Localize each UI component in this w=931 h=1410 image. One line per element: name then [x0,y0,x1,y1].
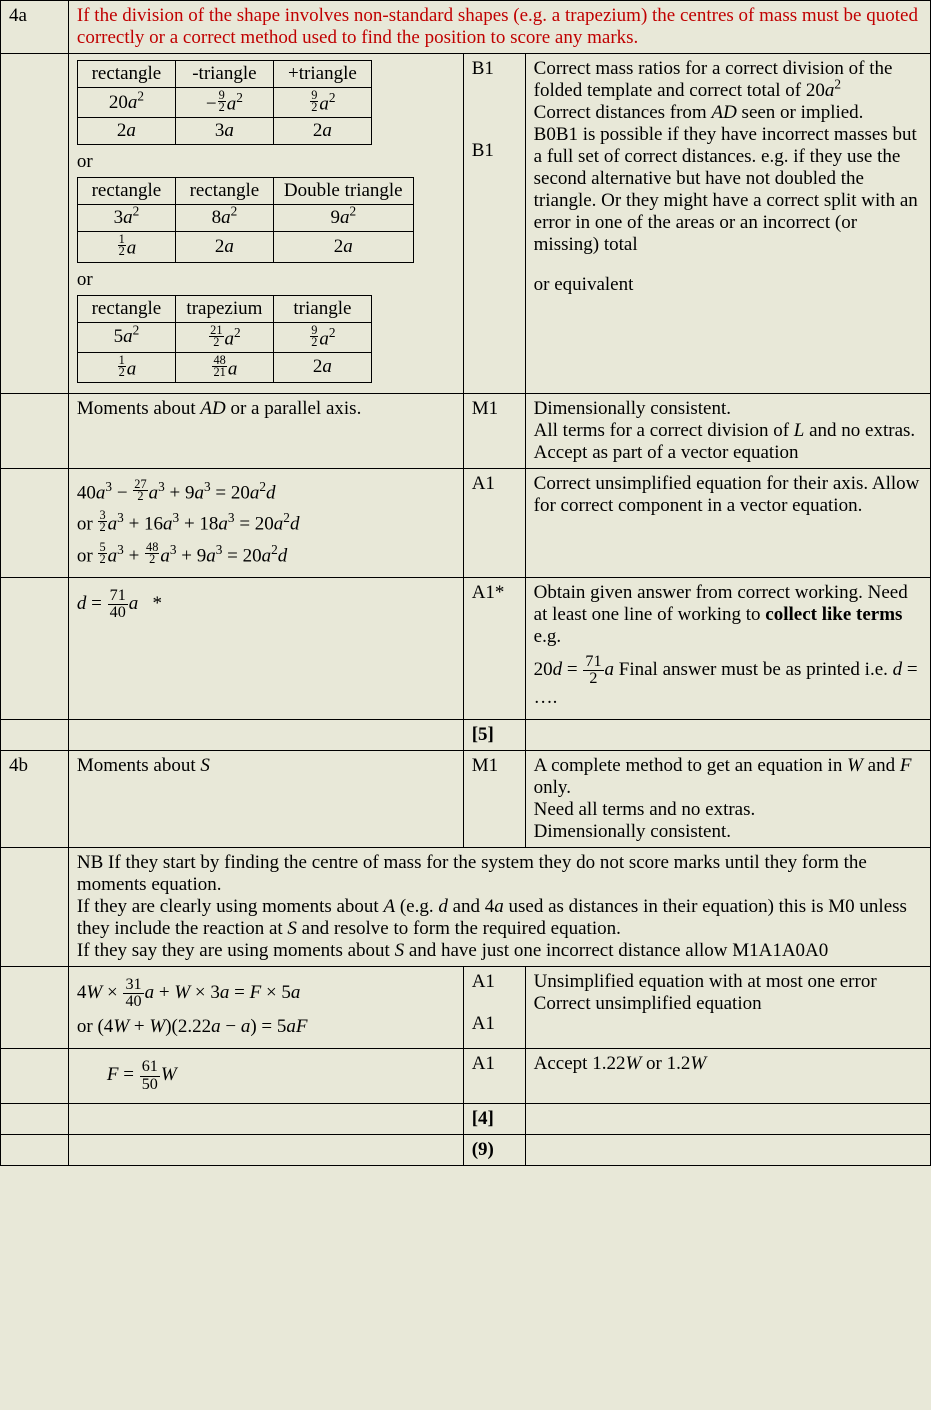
empty [1,469,69,578]
mark-b1a: B1 [472,58,517,80]
marks-4b-a1ab: A1 A1 [463,967,525,1049]
t3-h3: triangle [273,295,371,322]
t3-d0: 12a [77,352,175,382]
division-table-3: rectangle trapezium triangle 5a2 212a2 9… [77,295,372,384]
empty [1,1049,69,1103]
t3-h2: trapezium [175,295,273,322]
t2-h3: Double triangle [273,178,413,205]
empty [1,1134,69,1165]
empty [1,394,69,469]
note-b1b-equiv: or equivalent [534,274,922,296]
t2-d0: 12a [77,232,175,262]
empty [68,1103,463,1134]
eq1: 40a3 − 272a3 + 9a3 = 20a2d [77,479,455,504]
empty [1,848,69,967]
division-table-1: rectangle -triangle +triangle 20a2 −92a2… [77,60,372,145]
marks-b1: B1 B1 [463,54,525,394]
mark-scheme-table: 4a If the division of the shape involves… [0,0,931,1166]
t1-d1: 3a [175,118,273,145]
work-4b-F-result: F = 6150W [68,1049,463,1103]
or-2: or [77,269,455,291]
t2-m2: 9a2 [273,205,413,232]
work-division-tables: rectangle -triangle +triangle 20a2 −92a2… [68,54,463,394]
t2-d1: 2a [175,232,273,262]
notes-4b-m1: A complete method to get an equation in … [525,751,930,848]
empty [1,967,69,1049]
mark-4b-m1: M1 [463,751,525,848]
t2-d2: 2a [273,232,413,262]
work-d-result: d = 7140a * [68,577,463,719]
t3-m1: 212a2 [175,322,273,352]
empty [1,54,69,394]
notes-4b-a1c: Accept 1.22W or 1.2W [525,1049,930,1103]
t3-m0: 5a2 [77,322,175,352]
notes-m1: Dimensionally consistent. All terms for … [525,394,930,469]
m1-l2: All terms for a correct division of L an… [534,420,922,442]
t1-m2: 92a2 [273,88,371,118]
t2-m0: 3a2 [77,205,175,232]
t1-h3: +triangle [273,61,371,88]
t3-h1: rectangle [77,295,175,322]
empty [525,1134,930,1165]
division-table-2: rectangle rectangle Double triangle 3a2 … [77,177,414,262]
work-moments-AD: Moments about AD or a parallel axis. [68,394,463,469]
mark-a1: A1 [463,469,525,578]
empty [1,720,69,751]
note-b1a: Correct mass ratios for a correct divisi… [534,58,922,102]
work-moments-S: Moments about S [68,751,463,848]
t1-m0: 20a2 [77,88,175,118]
note-4b-a1b: Correct unsimplified equation [534,993,922,1015]
mark-4b-a1a: A1 [472,971,517,993]
empty [525,720,930,751]
mark-4b-a1c: A1 [463,1049,525,1103]
t2-m1: 8a2 [175,205,273,232]
t1-h2: -triangle [175,61,273,88]
note-b1b-line1: Correct distances from AD seen or implie… [534,102,922,124]
t3-d1: 4821a [175,352,273,382]
m1-l3: Accept as part of a vector equation [534,442,922,464]
note-b1b-para: B0B1 is possible if they have incorrect … [534,124,922,256]
empty [1,577,69,719]
total-4b: [4] [463,1103,525,1134]
t1-m1: −92a2 [175,88,273,118]
mark-a1star: A1* [463,577,525,719]
mark-4b-a1b: A1 [472,1013,517,1035]
total-4a: [5] [463,720,525,751]
warning-note: If the division of the shape involves no… [68,1,930,54]
eq3: or 52a3 + 482a3 + 9a3 = 20a2d [77,542,455,567]
m1-l1: Dimensionally consistent. [534,398,922,420]
notes-a1: Correct unsimplified equation for their … [525,469,930,578]
mark-b1b: B1 [472,140,517,162]
work-4b-equation: 4W × 3140a + W × 3a = F × 5a or (4W + W)… [68,967,463,1049]
empty [525,1103,930,1134]
work-equations: 40a3 − 272a3 + 9a3 = 20a2d or 32a3 + 16a… [68,469,463,578]
nb-block: NB If they start by finding the centre o… [68,848,930,967]
empty [1,1103,69,1134]
q-number-4b: 4b [1,751,69,848]
notes-b1: Correct mass ratios for a correct divisi… [525,54,930,394]
note-4b-a1a: Unsimplified equation with at most one e… [534,971,922,993]
notes-a1star: Obtain given answer from correct working… [525,577,930,719]
t2-h2: rectangle [175,178,273,205]
or-1: or [77,151,455,173]
t2-h1: rectangle [77,178,175,205]
t3-m2: 92a2 [273,322,371,352]
grand-total: (9) [463,1134,525,1165]
t1-h1: rectangle [77,61,175,88]
notes-4b-a1ab: Unsimplified equation with at most one e… [525,967,930,1049]
t1-d2: 2a [273,118,371,145]
mark-m1: M1 [463,394,525,469]
empty [68,720,463,751]
t1-d0: 2a [77,118,175,145]
empty [68,1134,463,1165]
t3-d2: 2a [273,352,371,382]
eq2: or 32a3 + 16a3 + 18a3 = 20a2d [77,510,455,535]
q-number-4a: 4a [1,1,69,54]
